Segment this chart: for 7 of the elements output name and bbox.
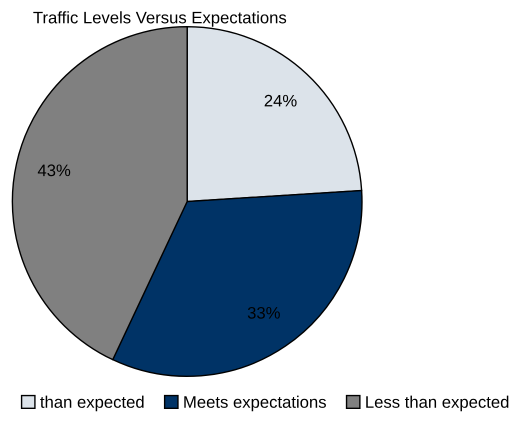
legend-label: Meets expectations [184, 396, 326, 412]
legend-label: than expected [40, 396, 144, 412]
data-label: 24% [264, 94, 297, 107]
legend-label: Less than expected [366, 396, 508, 412]
chart-title: Traffic Levels Versus Expectations [33, 11, 286, 27]
data-label: 43% [38, 164, 70, 176]
data-label: 33% [248, 306, 280, 319]
